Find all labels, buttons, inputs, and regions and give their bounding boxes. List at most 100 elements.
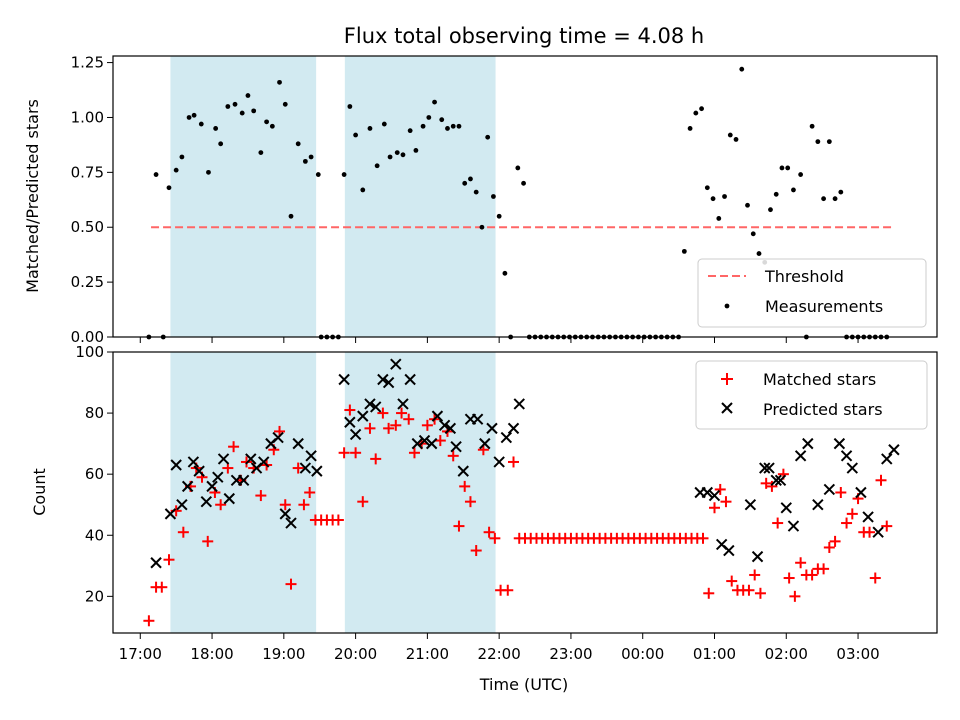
matched-point <box>743 584 755 596</box>
predicted-point <box>285 517 297 529</box>
measurement-point <box>426 115 432 120</box>
x-tick-label: 21:00 <box>406 645 449 663</box>
predicted-point <box>846 462 859 474</box>
y-tick-label: 0.25 <box>71 273 104 291</box>
chart-title: Flux total observing time = 4.08 h <box>344 24 704 48</box>
measurement-point <box>756 251 762 256</box>
predicted-point <box>888 444 900 456</box>
predicted-point <box>200 495 213 508</box>
measurement-point <box>353 132 359 138</box>
measurement-point <box>798 172 804 177</box>
measurement-point <box>491 194 496 199</box>
y-tick-label: 1.25 <box>71 54 104 72</box>
measurement-point <box>400 152 406 158</box>
ratio-panel: 0.00 0.25 0.50 0.75 1.00 1.25 <box>71 54 938 346</box>
predicted-point <box>237 474 250 486</box>
matched-point <box>841 517 853 529</box>
predicted-point <box>513 398 525 410</box>
measurement-point <box>699 106 704 112</box>
matched-point <box>143 615 155 627</box>
matched-point <box>163 554 175 566</box>
measurement-point <box>456 123 462 129</box>
x-tick-label: 23:00 <box>549 645 592 663</box>
predicted-point <box>770 474 782 486</box>
x-axis-label: Time (UTC) <box>479 675 568 694</box>
matched-point <box>823 541 835 553</box>
measurement-point <box>277 79 282 85</box>
matched-point <box>714 483 726 495</box>
measurement-point <box>269 123 275 129</box>
measurement-point <box>521 180 526 186</box>
matched-point <box>869 572 881 584</box>
measurement-point <box>779 165 785 171</box>
predicted-point <box>744 499 757 511</box>
predicted-point <box>872 526 884 538</box>
predicted-point <box>751 550 764 563</box>
x-tick-label: 22:00 <box>478 645 521 663</box>
measurement-point <box>302 158 308 164</box>
predicted-point <box>812 499 824 511</box>
y-tick-label: 1.00 <box>71 108 104 126</box>
matched-point <box>829 535 841 547</box>
matched-point <box>835 487 847 498</box>
predicted-point <box>486 422 498 435</box>
measurement-point <box>153 172 159 177</box>
measurement-point <box>288 213 294 219</box>
measurement-point <box>360 187 366 193</box>
matched-point <box>459 480 471 492</box>
matched-point <box>875 474 887 486</box>
legend-threshold-label: Threshold <box>764 267 844 286</box>
counts-ylabel: Count <box>30 468 49 516</box>
matched-point <box>383 422 395 434</box>
predicted-point <box>794 450 807 462</box>
predicted-point <box>774 474 787 486</box>
y-tick-label: 0.00 <box>71 328 104 346</box>
predicted-point <box>164 508 177 520</box>
matched-point <box>255 490 267 502</box>
measurement-point <box>341 172 347 177</box>
predicted-point <box>344 416 356 428</box>
predicted-point <box>708 489 721 502</box>
measurement-point <box>166 185 172 191</box>
predicted-point <box>471 413 484 425</box>
matched-point <box>881 520 893 532</box>
predicted-point <box>444 422 457 435</box>
matched-point <box>408 447 420 459</box>
predicted-point <box>245 453 257 465</box>
counts-legend-box <box>695 360 928 430</box>
matched-point <box>421 419 433 431</box>
measurement-point <box>681 248 687 254</box>
predicted-point <box>759 462 771 474</box>
measurement-point <box>710 196 716 202</box>
predicted-point <box>802 437 814 450</box>
measurement-point <box>420 123 426 129</box>
measurement-point <box>727 132 733 138</box>
shaded-interval <box>344 352 496 633</box>
predicted-point <box>382 376 395 389</box>
y-tick-label: 20 <box>85 587 104 605</box>
predicted-point <box>364 398 376 410</box>
predicted-point <box>431 410 444 422</box>
measurement-point <box>693 110 699 116</box>
matched-point <box>864 526 876 538</box>
matched-point <box>783 572 795 584</box>
measurement-point <box>232 101 238 107</box>
x-tick-label: 02:00 <box>765 645 808 663</box>
measurement-point <box>394 150 400 155</box>
x-tick-label: 19:00 <box>262 645 305 663</box>
predicted-point <box>357 410 369 422</box>
matched-point <box>447 450 459 462</box>
predicted-point <box>305 450 317 462</box>
predicted-point <box>223 492 235 505</box>
measurement-point <box>445 126 450 131</box>
measurement-point <box>838 189 844 195</box>
predicted-point <box>390 358 402 370</box>
legend-matched-label: Matched stars <box>763 370 876 389</box>
measurement-point <box>722 194 727 199</box>
predicted-point <box>181 480 194 493</box>
measurement-point <box>832 196 838 202</box>
predicted-point <box>425 437 438 450</box>
predicted-point <box>311 465 323 477</box>
predicted-point <box>723 544 735 557</box>
measurement-point <box>750 231 756 237</box>
